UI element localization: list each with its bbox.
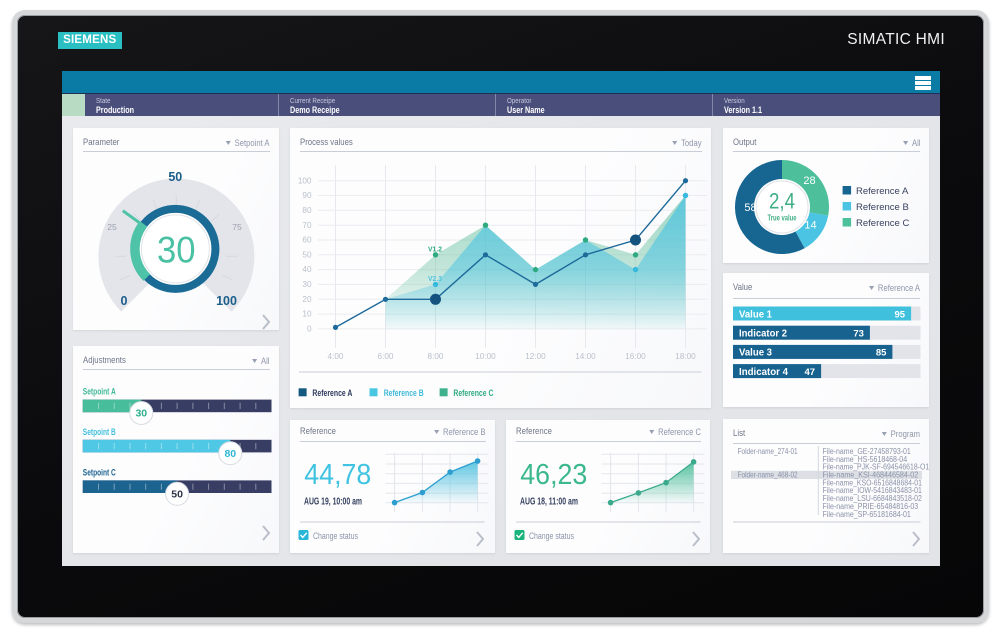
svg-text:14: 14	[804, 220, 816, 232]
svg-text:Indicator 4: Indicator 4	[739, 367, 788, 378]
svg-text:File-name_KSI-468446584-02: File-name_KSI-468446584-02	[823, 471, 919, 480]
svg-text:70: 70	[302, 221, 312, 230]
svg-text:16:00: 16:00	[625, 352, 646, 361]
svg-text:File-name_KSO-6516848684-01: File-name_KSO-6516848684-01	[823, 478, 922, 487]
svg-text:Setpoint C: Setpoint C	[83, 468, 116, 478]
svg-text:80: 80	[224, 448, 236, 460]
svg-text:Value 1: Value 1	[739, 309, 772, 320]
svg-text:Reference C: Reference C	[453, 388, 493, 398]
svg-text:File-name_HS-5618468-04: File-name_HS-5618468-04	[823, 455, 908, 464]
svg-text:85: 85	[876, 348, 887, 359]
svg-text:28: 28	[803, 175, 815, 187]
svg-text:V1.2: V1.2	[428, 245, 442, 254]
svg-text:44,78: 44,78	[304, 459, 371, 491]
svg-text:File-name_LSU-6684843518-02: File-name_LSU-6684843518-02	[823, 494, 922, 503]
svg-text:File-name_PRIE-65484816-03: File-name_PRIE-65484816-03	[823, 502, 919, 511]
svg-text:File-name_GE-27458793-01: File-name_GE-27458793-01	[823, 447, 911, 456]
svg-text:V2.3: V2.3	[428, 274, 442, 283]
svg-text:73: 73	[853, 329, 864, 340]
svg-text:100: 100	[298, 176, 312, 185]
svg-text:90: 90	[302, 191, 312, 200]
svg-text:Value 3: Value 3	[739, 348, 772, 359]
svg-text:14:00: 14:00	[575, 352, 596, 361]
svg-text:Reference B: Reference B	[856, 202, 909, 213]
svg-text:40: 40	[302, 265, 312, 274]
svg-text:Setpoint A: Setpoint A	[83, 387, 116, 397]
svg-text:10: 10	[302, 310, 312, 319]
svg-text:Reference A: Reference A	[856, 186, 909, 197]
svg-text:30: 30	[157, 230, 196, 271]
svg-text:75: 75	[232, 222, 242, 232]
svg-text:File-name_PJK-SF-694546618-O1: File-name_PJK-SF-694546618-O1	[823, 463, 930, 472]
svg-text:58: 58	[744, 202, 756, 214]
svg-text:AUG 19, 10:00 am: AUG 19, 10:00 am	[304, 497, 362, 508]
svg-text:4:00: 4:00	[328, 352, 344, 361]
svg-text:25: 25	[107, 222, 117, 232]
svg-text:30: 30	[302, 280, 312, 289]
svg-text:60: 60	[302, 236, 312, 245]
svg-text:80: 80	[302, 206, 312, 215]
svg-text:18:00: 18:00	[675, 352, 696, 361]
svg-text:Folder-name_468-02: Folder-name_468-02	[738, 471, 798, 480]
svg-text:50: 50	[171, 489, 183, 501]
svg-text:2,4: 2,4	[769, 189, 795, 214]
svg-text:0: 0	[307, 325, 312, 334]
svg-text:Change status: Change status	[529, 531, 574, 541]
svg-text:Indicator 2: Indicator 2	[739, 329, 787, 340]
svg-text:Reference B: Reference B	[384, 388, 424, 398]
svg-text:8:00: 8:00	[428, 352, 444, 361]
svg-text:True value: True value	[768, 214, 797, 223]
svg-text:File-name_IOW-5416843483-01: File-name_IOW-5416843483-01	[823, 486, 922, 495]
svg-text:50: 50	[168, 170, 182, 184]
svg-text:20: 20	[302, 295, 312, 304]
svg-text:File-name_SP-65181684-01: File-name_SP-65181684-01	[823, 510, 911, 519]
svg-text:Reference C: Reference C	[856, 218, 909, 229]
svg-text:100: 100	[216, 294, 237, 308]
svg-text:47: 47	[805, 367, 816, 378]
svg-text:12:00: 12:00	[525, 352, 546, 361]
svg-text:AUG 18, 11:00 am: AUG 18, 11:00 am	[520, 497, 578, 508]
svg-text:95: 95	[895, 309, 906, 320]
svg-text:Reference A: Reference A	[312, 388, 352, 398]
svg-text:30: 30	[135, 408, 147, 420]
svg-text:10:00: 10:00	[475, 352, 496, 361]
svg-text:50: 50	[302, 250, 312, 259]
svg-text:0: 0	[121, 294, 128, 308]
svg-text:46,23: 46,23	[520, 459, 587, 491]
svg-text:6:00: 6:00	[378, 352, 394, 361]
svg-text:Change status: Change status	[313, 531, 358, 541]
svg-text:Setpoint B: Setpoint B	[83, 427, 116, 437]
svg-text:Folder-name_274-01: Folder-name_274-01	[738, 447, 798, 456]
